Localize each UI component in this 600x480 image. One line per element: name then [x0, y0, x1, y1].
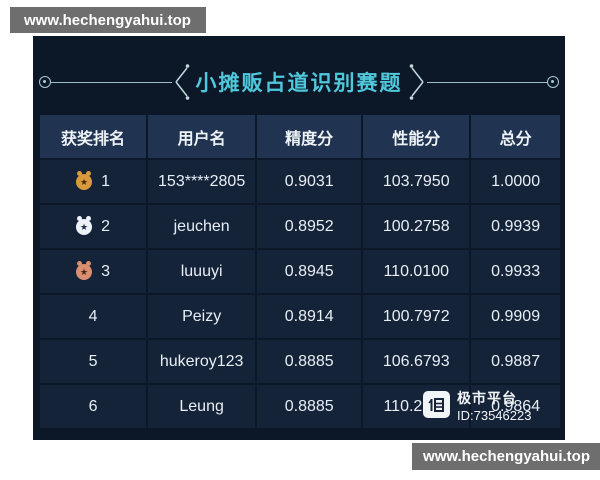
page-title: 小摊贩占道识别赛题: [195, 72, 403, 95]
title-line-left: [51, 81, 172, 83]
total-cell: 0.9939: [471, 205, 560, 248]
table-header-row: 获奖排名 用户名 精度分 性能分 总分: [40, 115, 560, 158]
rank-value: 6: [88, 397, 98, 415]
rank-cell: ★ 1: [40, 160, 147, 203]
platform-watermark: 极市平台 ID:73546223: [423, 388, 531, 423]
bracket-right-icon: [409, 64, 424, 100]
bronze-medal-icon: ★: [76, 260, 93, 280]
table-row: ★ 2 jeuchen 0.8952 100.2758 0.9939: [40, 205, 560, 248]
username-cell: hukeroy123: [148, 340, 256, 383]
total-cell: 0.9933: [471, 250, 560, 293]
precision-cell: 0.8885: [257, 340, 362, 383]
total-cell: 1.0000: [471, 160, 560, 203]
platform-name: 极市平台: [457, 390, 517, 406]
precision-cell: 0.9031: [257, 160, 362, 203]
rank-value: 1: [101, 172, 110, 190]
total-cell: 0.9909: [471, 295, 560, 338]
leaderboard-panel: 小摊贩占道识别赛题 获奖排名 用户名 精度分 性能分 总分 ★ 1: [33, 36, 565, 440]
jishi-logo-icon: [423, 391, 450, 418]
gold-medal-icon: ★: [76, 170, 93, 190]
rank-value: 4: [88, 307, 98, 325]
leaderboard-table: 获奖排名 用户名 精度分 性能分 总分 ★ 1 153****2805 0.90…: [40, 115, 560, 430]
table-row: ★ 3 luuuyi 0.8945 110.0100 0.9933: [40, 250, 560, 293]
column-header-performance: 性能分: [363, 115, 470, 158]
column-header-rank: 获奖排名: [40, 115, 147, 158]
title-line-right: [426, 81, 547, 83]
table-row: 6 Leung 0.8885 110.2694 0.9864: [40, 385, 560, 428]
username-cell: jeuchen: [148, 205, 256, 248]
table-row: ★ 1 153****2805 0.9031 103.7950 1.0000: [40, 160, 560, 203]
username-cell: Peizy: [148, 295, 256, 338]
platform-watermark-text: 极市平台 ID:73546223: [457, 388, 531, 423]
ring-icon: [39, 76, 51, 88]
column-header-username: 用户名: [148, 115, 256, 158]
bracket-left-icon: [174, 64, 189, 100]
watermark-bottom-bar: www.hechengyahui.top: [412, 443, 600, 470]
watermark-top-bar: www.hechengyahui.top: [10, 7, 206, 33]
username-cell: Leung: [148, 385, 256, 428]
column-header-precision: 精度分: [257, 115, 362, 158]
ring-icon: [547, 76, 559, 88]
precision-cell: 0.8945: [257, 250, 362, 293]
performance-cell: 100.7972: [363, 295, 470, 338]
rank-cell: 6: [40, 385, 147, 428]
total-cell: 0.9864: [471, 385, 560, 428]
rank-cell: 4: [40, 295, 147, 338]
rank-cell: ★ 3: [40, 250, 147, 293]
rank-cell: 5: [40, 340, 147, 383]
rank-value: 2: [101, 217, 110, 235]
platform-id: ID:73546223: [457, 408, 532, 423]
silver-medal-icon: ★: [76, 215, 93, 235]
watermark-top-text: www.hechengyahui.top: [24, 11, 191, 29]
table-row: 4 Peizy 0.8914 100.7972 0.9909: [40, 295, 560, 338]
username-cell: 153****2805: [148, 160, 256, 203]
performance-cell: 103.7950: [363, 160, 470, 203]
column-header-total: 总分: [471, 115, 560, 158]
title-decoration-row: 小摊贩占道识别赛题: [39, 60, 559, 104]
username-cell: luuuyi: [148, 250, 256, 293]
rank-cell: ★ 2: [40, 205, 147, 248]
table-row: 5 hukeroy123 0.8885 106.6793 0.9887: [40, 340, 560, 383]
precision-cell: 0.8952: [257, 205, 362, 248]
performance-cell: 110.0100: [363, 250, 470, 293]
performance-cell: 100.2758: [363, 205, 470, 248]
performance-cell: 106.6793: [363, 340, 470, 383]
rank-value: 3: [101, 262, 110, 280]
rank-value: 5: [88, 352, 98, 370]
watermark-bottom-text: www.hechengyahui.top: [423, 448, 590, 465]
precision-cell: 0.8914: [257, 295, 362, 338]
total-cell: 0.9887: [471, 340, 560, 383]
precision-cell: 0.8885: [257, 385, 362, 428]
